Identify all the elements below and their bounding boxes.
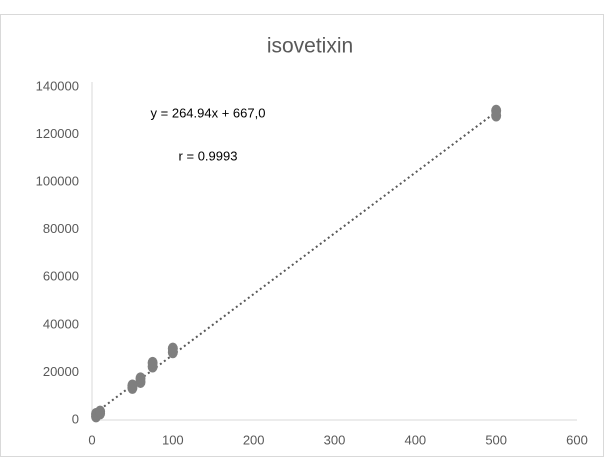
chart-title: isovetixin <box>267 35 353 58</box>
equation-annotation: y = 264.94x + 667,0 <box>151 105 266 120</box>
data-point <box>135 372 146 385</box>
y-tick-label: 40000 <box>43 316 79 331</box>
r-annotation: r = 0.9993 <box>179 148 238 163</box>
chart-frame <box>0 14 604 457</box>
y-tick-label: 100000 <box>36 174 79 189</box>
y-tick-label: 60000 <box>43 269 79 284</box>
y-tick-label: 20000 <box>43 364 79 379</box>
x-tick-label: 200 <box>243 432 265 447</box>
x-tick-label: 400 <box>404 432 426 447</box>
x-tick-label: 500 <box>485 432 507 447</box>
data-point <box>167 342 178 355</box>
x-tick-label: 600 <box>566 432 588 447</box>
trendline <box>95 111 497 414</box>
y-tick-label: 140000 <box>36 78 79 93</box>
y-tick-label: 0 <box>72 411 79 426</box>
x-tick-label: 0 <box>88 432 95 447</box>
data-point <box>127 379 138 392</box>
x-tick-label: 100 <box>162 432 184 447</box>
data-point <box>147 356 158 369</box>
y-tick-label: 120000 <box>36 126 79 141</box>
y-tick-label: 80000 <box>43 221 79 236</box>
x-tick-label: 300 <box>324 432 346 447</box>
data-point <box>491 104 502 117</box>
data-point <box>95 405 106 418</box>
